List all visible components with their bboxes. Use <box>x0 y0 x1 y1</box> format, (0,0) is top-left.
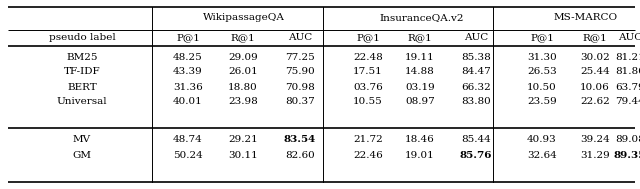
Text: 31.29: 31.29 <box>580 152 610 160</box>
Text: 18.80: 18.80 <box>228 83 258 91</box>
Text: P@1: P@1 <box>530 33 554 43</box>
Text: R@1: R@1 <box>408 33 433 43</box>
Text: 03.76: 03.76 <box>353 83 383 91</box>
Text: 40.01: 40.01 <box>173 98 203 106</box>
Text: 14.88: 14.88 <box>405 67 435 77</box>
Text: 66.32: 66.32 <box>461 83 491 91</box>
Text: BM25: BM25 <box>67 53 98 61</box>
Text: 22.48: 22.48 <box>353 53 383 61</box>
Text: MS-MARCO: MS-MARCO <box>554 13 618 22</box>
Text: 82.60: 82.60 <box>285 152 315 160</box>
Text: TF-IDF: TF-IDF <box>64 67 100 77</box>
Text: 83.80: 83.80 <box>461 98 491 106</box>
Text: 85.44: 85.44 <box>461 136 491 145</box>
Text: 85.38: 85.38 <box>461 53 491 61</box>
Text: 26.01: 26.01 <box>228 67 258 77</box>
Text: R@1: R@1 <box>230 33 255 43</box>
Text: P@1: P@1 <box>176 33 200 43</box>
Text: 18.46: 18.46 <box>405 136 435 145</box>
Text: 30.02: 30.02 <box>580 53 610 61</box>
Text: P@1: P@1 <box>356 33 380 43</box>
Text: 03.19: 03.19 <box>405 83 435 91</box>
Text: 75.90: 75.90 <box>285 67 315 77</box>
Text: 81.86: 81.86 <box>615 67 640 77</box>
Text: 25.44: 25.44 <box>580 67 610 77</box>
Text: WikipassageQA: WikipassageQA <box>203 13 285 22</box>
Text: 22.46: 22.46 <box>353 152 383 160</box>
Text: 43.39: 43.39 <box>173 67 203 77</box>
Text: 40.93: 40.93 <box>527 136 557 145</box>
Text: 48.25: 48.25 <box>173 53 203 61</box>
Text: 19.11: 19.11 <box>405 53 435 61</box>
Text: 31.36: 31.36 <box>173 83 203 91</box>
Text: R@1: R@1 <box>582 33 607 43</box>
Text: 10.50: 10.50 <box>527 83 557 91</box>
Text: 77.25: 77.25 <box>285 53 315 61</box>
Text: Universal: Universal <box>57 98 108 106</box>
Text: 83.54: 83.54 <box>284 136 316 145</box>
Text: 89.08: 89.08 <box>615 136 640 145</box>
Text: 85.76: 85.76 <box>460 152 492 160</box>
Text: 17.51: 17.51 <box>353 67 383 77</box>
Text: 22.62: 22.62 <box>580 98 610 106</box>
Text: 50.24: 50.24 <box>173 152 203 160</box>
Text: 26.53: 26.53 <box>527 67 557 77</box>
Text: GM: GM <box>72 152 92 160</box>
Text: 32.64: 32.64 <box>527 152 557 160</box>
Text: AUC: AUC <box>618 33 640 43</box>
Text: 84.47: 84.47 <box>461 67 491 77</box>
Text: 08.97: 08.97 <box>405 98 435 106</box>
Text: 48.74: 48.74 <box>173 136 203 145</box>
Text: InsuranceQA.v2: InsuranceQA.v2 <box>380 13 464 22</box>
Text: 19.01: 19.01 <box>405 152 435 160</box>
Text: pseudo label: pseudo label <box>49 33 115 43</box>
Text: 39.24: 39.24 <box>580 136 610 145</box>
Text: 29.21: 29.21 <box>228 136 258 145</box>
Text: 79.44: 79.44 <box>615 98 640 106</box>
Text: 23.98: 23.98 <box>228 98 258 106</box>
Text: 10.06: 10.06 <box>580 83 610 91</box>
Text: AUC: AUC <box>464 33 488 43</box>
Text: 89.35: 89.35 <box>614 152 640 160</box>
Text: MV: MV <box>73 136 91 145</box>
Text: 70.98: 70.98 <box>285 83 315 91</box>
Text: 80.37: 80.37 <box>285 98 315 106</box>
Text: 23.59: 23.59 <box>527 98 557 106</box>
Text: 81.21: 81.21 <box>615 53 640 61</box>
Text: BERT: BERT <box>67 83 97 91</box>
Text: 31.30: 31.30 <box>527 53 557 61</box>
Text: 21.72: 21.72 <box>353 136 383 145</box>
Text: 30.11: 30.11 <box>228 152 258 160</box>
Text: 10.55: 10.55 <box>353 98 383 106</box>
Text: AUC: AUC <box>288 33 312 43</box>
Text: 63.79: 63.79 <box>615 83 640 91</box>
Text: 29.09: 29.09 <box>228 53 258 61</box>
